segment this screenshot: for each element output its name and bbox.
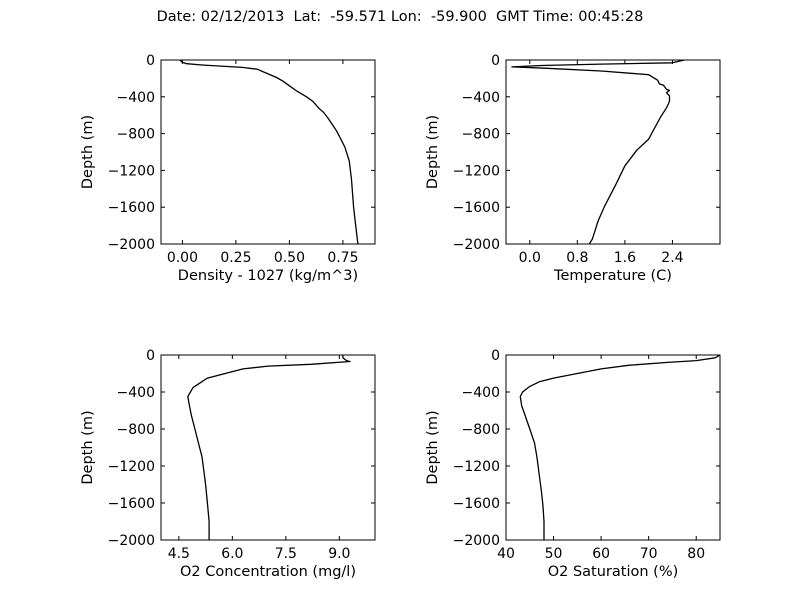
- o2-concentration-y-tick-label: −1600: [108, 496, 155, 512]
- density-y-tick-label: −1600: [108, 200, 155, 216]
- o2-concentration-y-axis-label: Depth (m): [80, 410, 96, 484]
- o2-saturation-y-tick-label: −1200: [453, 459, 500, 475]
- o2-concentration-y-tick-label: −800: [117, 422, 155, 438]
- o2-concentration-y-tick-label: −2000: [108, 533, 155, 549]
- density-y-tick-label: −400: [117, 90, 155, 106]
- o2-saturation-profile-line: [519, 355, 720, 540]
- temperature-x-tick-label: 0.0: [519, 250, 541, 266]
- temperature-y-tick-label: −1600: [453, 200, 500, 216]
- density-y-tick-label: −2000: [108, 237, 155, 253]
- temperature-x-tick-label: 2.4: [661, 250, 683, 266]
- o2-saturation-x-tick-label: 60: [592, 546, 610, 562]
- temperature-x-tick-label: 1.6: [614, 250, 636, 266]
- o2-saturation-x-tick-label: 50: [545, 546, 563, 562]
- o2-saturation-y-tick-label: −1600: [453, 496, 500, 512]
- density-chart: 0.00 0.25 0.50 0.75 0 −400 −800 −1200 −1600 −2000…: [80, 53, 376, 284]
- o2-saturation-y-axis-label: Depth (m): [425, 410, 441, 484]
- temperature-x-tick-label: 0.8: [566, 250, 588, 266]
- density-y-tick-label: 0: [146, 53, 155, 69]
- density-y-tick-label: −1200: [108, 163, 155, 179]
- o2-concentration-x-tick-label: 6.0: [221, 546, 243, 562]
- density-x-axis-label: Density - 1027 (kg/m^3): [178, 268, 358, 284]
- density-x-tick-label: 0.25: [220, 250, 251, 266]
- o2-concentration-x-axis-label: O2 Concentration (mg/l): [180, 564, 356, 580]
- o2-saturation-axes-frame: [505, 354, 721, 541]
- temperature-y-tick-label: −1200: [453, 163, 500, 179]
- o2-concentration-x-tick-label: 7.5: [275, 546, 297, 562]
- temperature-x-axis-label: Temperature (C): [553, 268, 672, 284]
- o2-concentration-chart: 4.5 6.0 7.5 9.0 0 −400 −800 −1200 −1600 −2000 O2 C…: [80, 348, 376, 580]
- density-x-tick-label: 0.75: [327, 250, 358, 266]
- density-profile-line: [179, 60, 359, 244]
- temperature-y-tick-label: −800: [462, 127, 500, 143]
- o2-saturation-y-tick-label: 0: [491, 348, 500, 364]
- o2-concentration-x-tick-label: 4.5: [168, 546, 190, 562]
- o2-saturation-x-tick-label: 40: [497, 546, 515, 562]
- temperature-y-tick-label: −400: [462, 90, 500, 106]
- o2-concentration-y-tick-label: −400: [117, 385, 155, 401]
- temperature-y-tick-label: 0: [491, 53, 500, 69]
- temperature-chart: 0.0 0.8 1.6 2.4 0 −400 −800 −1200 −1600 −2000 Temp…: [425, 53, 721, 284]
- o2-saturation-x-axis-label: O2 Saturation (%): [548, 564, 679, 580]
- temperature-profile-line: [511, 60, 685, 244]
- o2-concentration-x-tick-label: 9.0: [328, 546, 350, 562]
- o2-concentration-y-tick-label: 0: [146, 348, 155, 364]
- density-x-tick-label: 0.00: [167, 250, 198, 266]
- o2-saturation-x-tick-label: 70: [640, 546, 658, 562]
- temperature-y-axis-label: Depth (m): [425, 115, 441, 189]
- o2-concentration-profile-line: [187, 355, 351, 540]
- o2-saturation-chart: 40 50 60 70 80 0 −400 −800 −1200 −1600 −2000 O2 Sat…: [425, 348, 721, 580]
- o2-saturation-x-tick-label: 80: [687, 546, 705, 562]
- temperature-axes-frame: [505, 59, 721, 245]
- figure-title: Date: 02/12/2013 Lat: -59.571 Lon: -59.9…: [156, 9, 644, 25]
- o2-concentration-axes-frame: [160, 354, 376, 541]
- density-y-axis-label: Depth (m): [80, 115, 96, 189]
- density-y-tick-label: −800: [117, 127, 155, 143]
- density-axes-frame: [160, 59, 376, 245]
- o2-saturation-y-tick-label: −400: [462, 385, 500, 401]
- o2-saturation-y-tick-label: −2000: [453, 533, 500, 549]
- o2-concentration-y-tick-label: −1200: [108, 459, 155, 475]
- o2-saturation-y-tick-label: −800: [462, 422, 500, 438]
- density-x-tick-label: 0.50: [274, 250, 305, 266]
- temperature-y-tick-label: −2000: [453, 237, 500, 253]
